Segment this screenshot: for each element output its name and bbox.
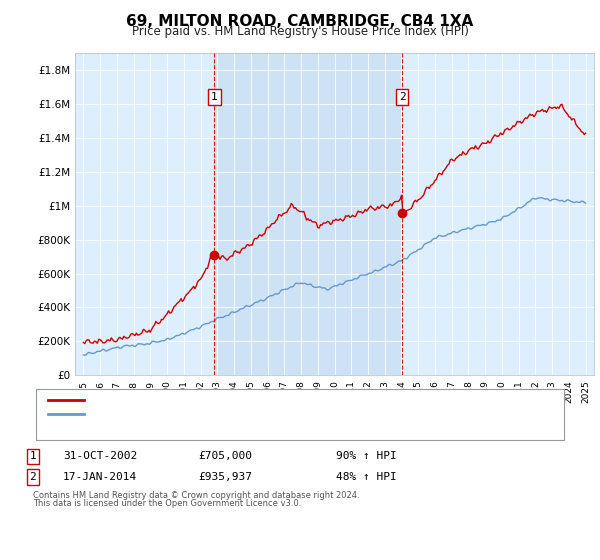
Text: 69, MILTON ROAD, CAMBRIDGE, CB4 1XA (detached house): 69, MILTON ROAD, CAMBRIDGE, CB4 1XA (det… bbox=[90, 395, 398, 405]
Text: This data is licensed under the Open Government Licence v3.0.: This data is licensed under the Open Gov… bbox=[33, 500, 301, 508]
Text: 48% ↑ HPI: 48% ↑ HPI bbox=[336, 472, 397, 482]
Text: 2: 2 bbox=[399, 92, 406, 102]
Text: £705,000: £705,000 bbox=[198, 451, 252, 461]
Text: 1: 1 bbox=[29, 451, 37, 461]
Text: 31-OCT-2002: 31-OCT-2002 bbox=[63, 451, 137, 461]
Text: Price paid vs. HM Land Registry's House Price Index (HPI): Price paid vs. HM Land Registry's House … bbox=[131, 25, 469, 38]
Text: 90% ↑ HPI: 90% ↑ HPI bbox=[336, 451, 397, 461]
Text: 2: 2 bbox=[29, 472, 37, 482]
Text: HPI: Average price, detached house, Cambridge: HPI: Average price, detached house, Camb… bbox=[90, 409, 340, 419]
Text: Contains HM Land Registry data © Crown copyright and database right 2024.: Contains HM Land Registry data © Crown c… bbox=[33, 491, 359, 500]
Text: 17-JAN-2014: 17-JAN-2014 bbox=[63, 472, 137, 482]
Bar bbox=[214, 53, 403, 375]
Text: 69, MILTON ROAD, CAMBRIDGE, CB4 1XA: 69, MILTON ROAD, CAMBRIDGE, CB4 1XA bbox=[127, 14, 473, 29]
Text: 1: 1 bbox=[211, 92, 218, 102]
Text: £935,937: £935,937 bbox=[198, 472, 252, 482]
